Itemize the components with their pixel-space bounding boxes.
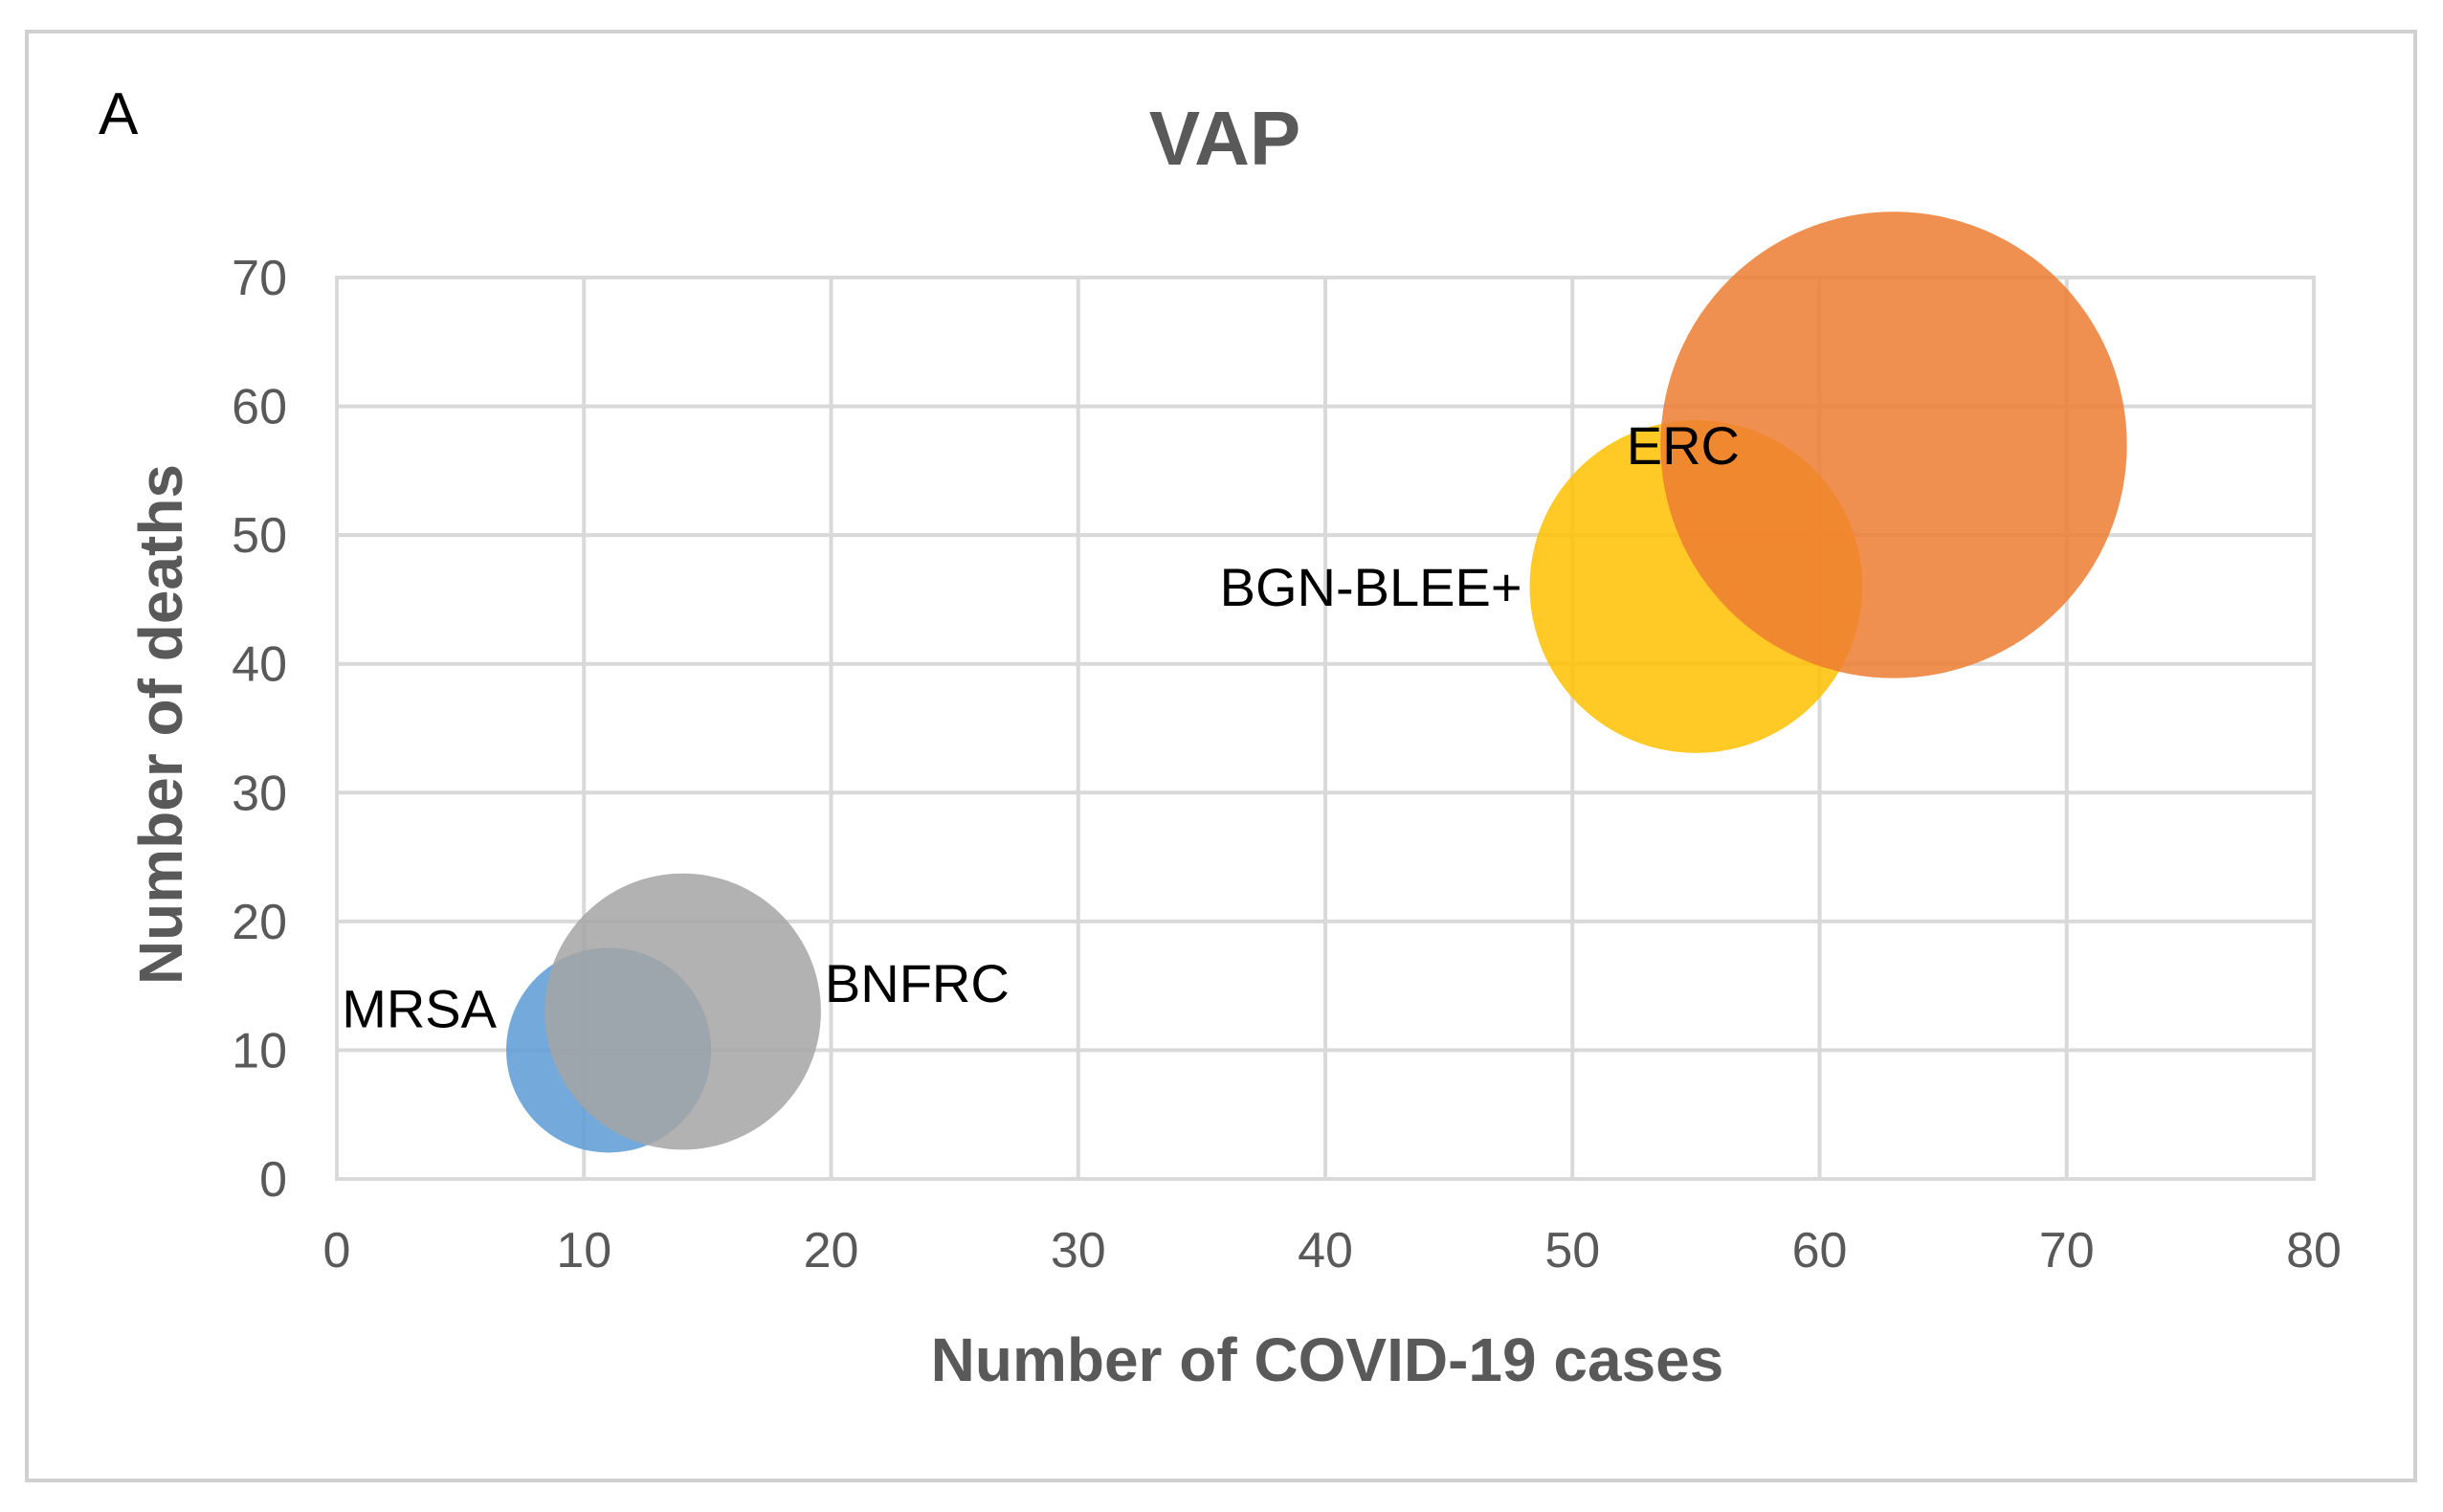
x-tick-label-0: 0 — [323, 1223, 351, 1279]
tick-labels: 0 10 20 30 40 50 60 70 80 0 10 20 30 40 50 60 70 — [232, 251, 2342, 1279]
gridlines — [335, 276, 2316, 1181]
y-tick-label-70: 70 — [232, 251, 287, 306]
x-tick-label-70: 70 — [2039, 1223, 2095, 1279]
bubble-label-erc: ERC — [1627, 415, 1740, 476]
bubbles — [506, 211, 2127, 1153]
bubble-erc — [1660, 211, 2127, 678]
y-tick-label-50: 50 — [232, 508, 287, 564]
panel-label: A — [99, 81, 139, 147]
y-tick-label-60: 60 — [232, 380, 287, 435]
y-tick-label-30: 30 — [232, 766, 287, 821]
x-tick-label-40: 40 — [1298, 1223, 1353, 1279]
x-axis-title: Number of COVID-19 cases — [931, 1325, 1724, 1394]
y-tick-label-40: 40 — [232, 637, 287, 693]
y-tick-label-10: 10 — [232, 1023, 287, 1078]
y-tick-label-20: 20 — [232, 895, 287, 950]
x-tick-label-80: 80 — [2286, 1223, 2342, 1279]
x-tick-label-50: 50 — [1544, 1223, 1600, 1279]
x-tick-label-60: 60 — [1792, 1223, 1848, 1279]
bubble-label-bgn-blee: BGN-BLEE+ — [1220, 557, 1522, 617]
chart-title: VAP — [1149, 96, 1301, 181]
plot-area-border — [335, 276, 2316, 1181]
bubble-labels: MRSA BNFRC BGN-BLEE+ ERC — [342, 415, 1740, 1038]
bubble-label-mrsa: MRSA — [342, 978, 497, 1038]
x-tick-label-10: 10 — [556, 1223, 611, 1279]
bubble-label-bnfrc: BNFRC — [825, 953, 1010, 1013]
x-tick-label-20: 20 — [804, 1223, 859, 1279]
y-tick-label-0: 0 — [259, 1152, 287, 1208]
y-axis-title: Number of deaths — [126, 464, 195, 985]
x-tick-label-30: 30 — [1051, 1223, 1106, 1279]
bubble-bnfrc — [544, 873, 821, 1150]
